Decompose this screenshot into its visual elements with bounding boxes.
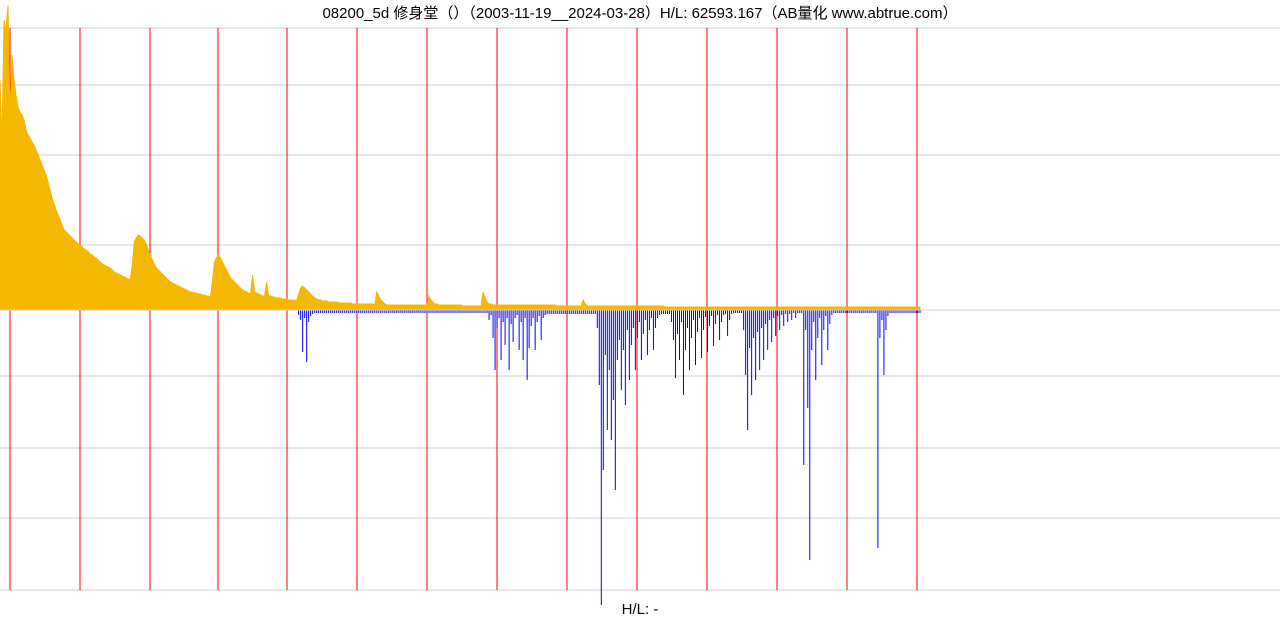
- chart-footer: H/L: -: [0, 601, 1280, 618]
- stock-chart: 08200_5d 修身堂（）（2003-11-19__2024-03-28）H/…: [0, 0, 1280, 620]
- chart-canvas: [0, 0, 1280, 620]
